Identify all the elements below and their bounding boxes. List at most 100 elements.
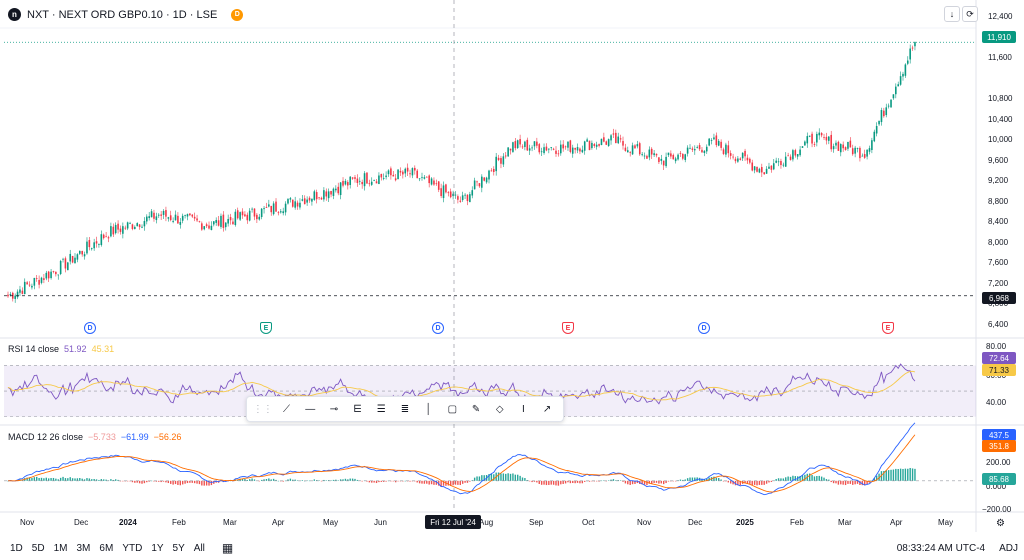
period-5d-button[interactable]: 5D — [31, 542, 45, 554]
macd-histogram-bar — [426, 480, 428, 484]
adj-toggle[interactable]: ADJ — [999, 542, 1018, 554]
macd-histogram-bar — [428, 480, 430, 485]
candle-body — [686, 147, 689, 154]
candle-body — [471, 190, 474, 196]
macd-histogram-bar — [804, 474, 806, 481]
dividend-event-icon[interactable]: D — [432, 322, 444, 334]
calendar-icon[interactable]: ▦ — [221, 541, 234, 555]
period-3m-button[interactable]: 3M — [76, 542, 91, 554]
candle-body — [591, 142, 593, 149]
macd-histogram-bar — [732, 480, 734, 485]
parallel-channel-icon[interactable]: ⋿ — [353, 403, 362, 415]
macd-histogram-bar — [375, 480, 378, 484]
candle-body — [449, 191, 452, 198]
macd-signal-badge: 351.8 — [982, 440, 1016, 452]
candle-body — [569, 140, 572, 152]
rectangle-icon[interactable]: ▢ — [447, 403, 458, 415]
macd-histogram-bar — [581, 480, 584, 484]
macd-histogram-bar — [550, 480, 552, 485]
macd-histogram-bar — [93, 478, 95, 481]
candle-body — [76, 254, 79, 260]
candle-body — [655, 153, 658, 156]
candle-body — [617, 136, 620, 144]
drawing-toolbar[interactable]: ⋮⋮ ⟋ — ⊸ ⋿ ☰ ≣ │ ▢ ✎ ◇ I ↗ — [246, 396, 564, 422]
dividend-event-icon[interactable]: D — [698, 322, 710, 334]
candle-body — [215, 219, 217, 223]
macd-histogram-bar — [610, 479, 612, 481]
rsi-legend[interactable]: RSI 14 close 51.92 45.31 — [8, 344, 114, 354]
candle-body — [765, 168, 768, 174]
ray-icon[interactable]: — — [305, 403, 316, 415]
candle-body — [167, 217, 170, 219]
macd-histogram-bar — [143, 480, 146, 484]
macd-histogram-bar — [74, 478, 76, 481]
drag-handle-icon[interactable]: ⋮⋮ — [252, 403, 273, 415]
candle-body — [306, 199, 308, 203]
time-tick-label: Feb — [790, 518, 804, 527]
horizontal-line-icon[interactable]: ⊸ — [329, 403, 339, 415]
candle-body — [863, 154, 866, 158]
period-ytd-button[interactable]: YTD — [122, 542, 143, 554]
candle-body — [629, 152, 631, 153]
macd-histogram-bar — [423, 480, 426, 484]
macd-histogram-bar — [777, 478, 780, 481]
period-1d-button[interactable]: 1D — [10, 542, 23, 554]
earnings-event-icon[interactable]: E — [562, 322, 574, 334]
candle-body — [186, 214, 189, 217]
macd-histogram-bar — [782, 478, 785, 481]
period-5y-button[interactable]: 5Y — [172, 542, 185, 554]
candle-body — [804, 141, 806, 146]
candle-body — [615, 132, 617, 144]
clock[interactable]: 08:33:24 AM UTC-4 — [896, 542, 986, 554]
earnings-event-icon[interactable]: E — [882, 322, 894, 334]
settings-gear-icon[interactable]: ⚙ — [996, 518, 1005, 529]
symbol-title[interactable]: NXT · NEXT ORD GBP0.10 · 1D · LSE — [27, 8, 218, 21]
fib-icon[interactable]: ≣ — [400, 403, 410, 415]
candle-body — [454, 194, 457, 196]
candle-body — [483, 177, 486, 181]
candle-body — [727, 145, 730, 154]
macd-histogram-bar — [584, 480, 586, 482]
macd-histogram-bar — [356, 479, 359, 481]
macd-histogram-bar — [55, 478, 57, 481]
macd-histogram-bar — [86, 478, 88, 481]
macd-histogram-bar — [505, 473, 507, 481]
macd-histogram-bar — [62, 476, 64, 481]
candle-body — [495, 156, 497, 172]
data-badge[interactable]: D — [231, 8, 244, 21]
period-6m-button[interactable]: 6M — [99, 542, 114, 554]
macd-legend[interactable]: MACD 12 26 close −5.733 −61.99 −56.26 — [8, 432, 181, 442]
polygon-icon[interactable]: ◇ — [495, 403, 504, 415]
candle-body — [253, 208, 256, 217]
macd-histogram-bar — [383, 480, 385, 482]
measure-icon[interactable]: I — [522, 403, 525, 415]
earnings-event-icon[interactable]: E — [260, 322, 272, 334]
candle-body — [772, 163, 775, 170]
macd-histogram-bar — [464, 480, 466, 483]
candle-body — [579, 148, 581, 152]
brush-icon[interactable]: ✎ — [471, 403, 481, 415]
arrow-line-icon[interactable]: ↗ — [542, 403, 552, 415]
candle-body — [148, 216, 150, 219]
candle-body — [694, 149, 696, 151]
vertical-line-icon[interactable]: │ — [425, 403, 432, 415]
refresh-icon[interactable]: ⟳ — [962, 6, 978, 22]
regression-icon[interactable]: ☰ — [376, 403, 386, 415]
candle-body — [117, 223, 119, 230]
period-1y-button[interactable]: 1Y — [151, 542, 164, 554]
time-tick-label: Mar — [838, 518, 852, 527]
macd-histogram-bar — [775, 479, 777, 481]
macd-histogram-bar — [820, 476, 823, 481]
candle-body — [794, 150, 797, 156]
macd-value: −61.99 — [120, 432, 149, 442]
arrow-down-icon[interactable]: ↓ — [944, 6, 960, 22]
period-all-button[interactable]: All — [193, 542, 205, 554]
candle-body — [124, 227, 127, 229]
period-1m-button[interactable]: 1M — [53, 542, 68, 554]
dividend-event-icon[interactable]: D — [84, 322, 96, 334]
price-tick-label: 10,000 — [988, 135, 1013, 145]
macd-histogram-bar — [493, 474, 495, 481]
trend-line-icon[interactable]: ⟋ — [283, 403, 291, 415]
